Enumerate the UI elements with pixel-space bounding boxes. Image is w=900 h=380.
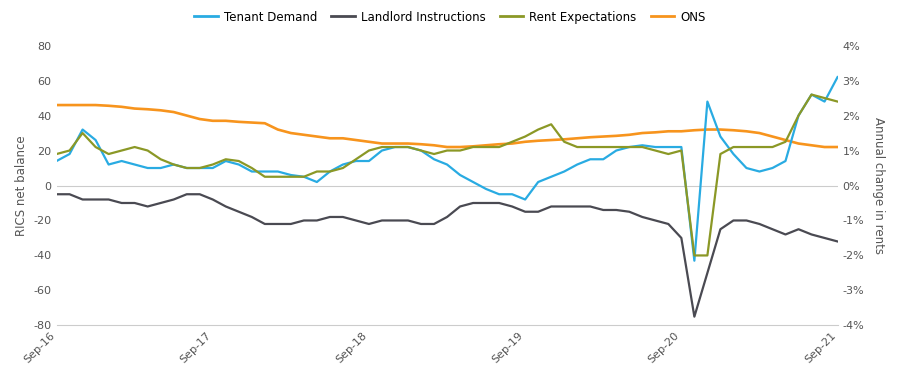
Y-axis label: Annual change in rents: Annual change in rents (872, 117, 885, 254)
Legend: Tenant Demand, Landlord Instructions, Rent Expectations, ONS: Tenant Demand, Landlord Instructions, Re… (190, 6, 710, 28)
Y-axis label: RICS net balance: RICS net balance (15, 135, 28, 236)
